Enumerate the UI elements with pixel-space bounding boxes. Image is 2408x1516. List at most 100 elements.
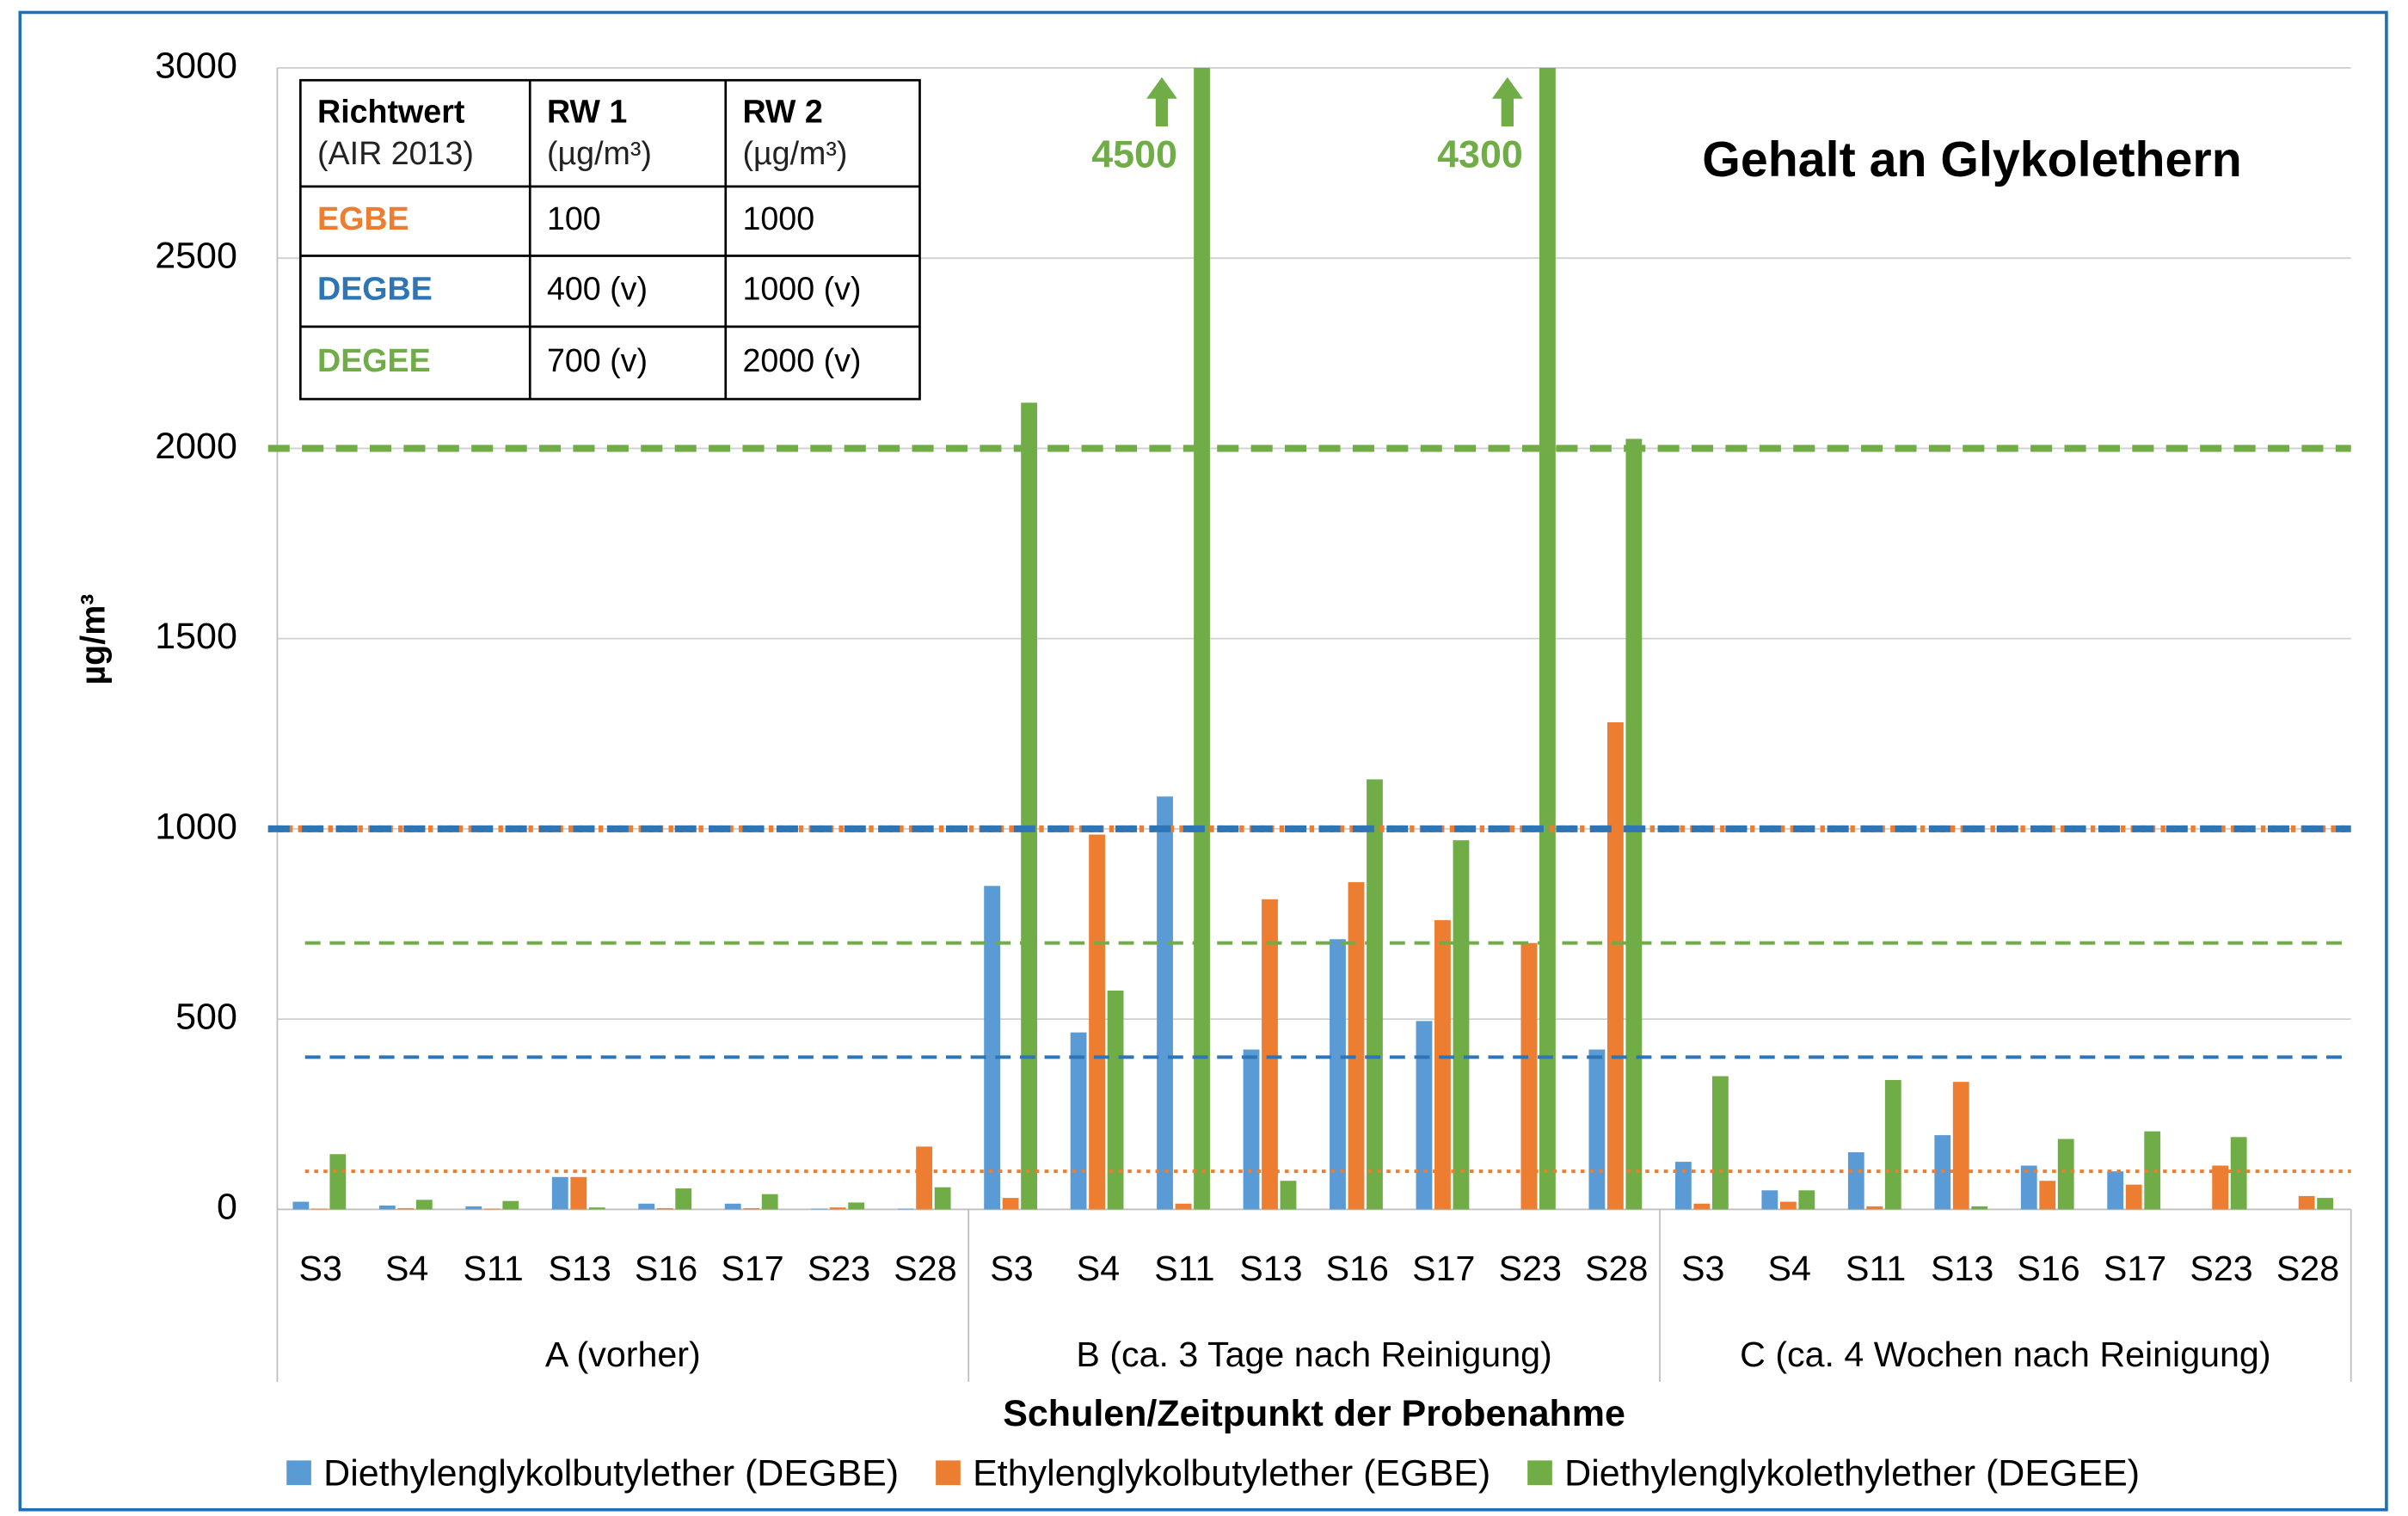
group-label: B (ca. 3 Tage nach Reinigung) bbox=[1076, 1335, 1551, 1374]
bar bbox=[811, 1208, 828, 1210]
bar bbox=[2230, 1137, 2247, 1210]
y-tick-label: 500 bbox=[175, 997, 237, 1038]
table-value: 2000 (v) bbox=[742, 342, 861, 378]
bar bbox=[2107, 1171, 2124, 1210]
bar bbox=[829, 1207, 846, 1210]
x-tick-label: S11 bbox=[1846, 1249, 1906, 1288]
bar bbox=[1330, 939, 1346, 1210]
bar bbox=[2020, 1165, 2037, 1210]
bar bbox=[1588, 1049, 1606, 1210]
bar bbox=[656, 1208, 673, 1210]
bar bbox=[2144, 1131, 2161, 1210]
bar bbox=[2298, 1195, 2315, 1210]
bar bbox=[415, 1200, 433, 1210]
legend-swatch bbox=[936, 1460, 961, 1486]
bar bbox=[2039, 1181, 2056, 1210]
bar bbox=[1625, 439, 1643, 1210]
bar bbox=[1971, 1206, 1988, 1210]
table-substance: DEGEE bbox=[317, 342, 431, 378]
x-tick-label: S13 bbox=[1931, 1249, 1993, 1288]
bar bbox=[743, 1208, 760, 1210]
overflow-arrow-stem bbox=[1501, 95, 1514, 127]
y-tick-label: 1500 bbox=[155, 616, 237, 657]
legend-label: Ethylenglykolbutylether (EGBE) bbox=[973, 1453, 1490, 1495]
bar bbox=[675, 1188, 692, 1210]
bar bbox=[1798, 1190, 1815, 1210]
bar bbox=[292, 1201, 310, 1210]
table-header: Richtwert bbox=[317, 94, 465, 130]
bar bbox=[1194, 67, 1210, 1210]
bar bbox=[1453, 840, 1470, 1210]
bar bbox=[502, 1200, 519, 1210]
x-tick-label: S11 bbox=[1154, 1249, 1214, 1288]
bar bbox=[848, 1202, 865, 1210]
bar bbox=[761, 1194, 778, 1210]
bar bbox=[397, 1208, 415, 1210]
bar bbox=[378, 1205, 396, 1210]
x-axis-title: Schulen/Zeitpunkt der Probenahme bbox=[1003, 1393, 1625, 1434]
group-label: C (ca. 4 Wochen nach Reinigung) bbox=[1740, 1335, 2270, 1374]
y-tick-label: 2500 bbox=[155, 236, 237, 277]
bar bbox=[1693, 1203, 1711, 1210]
bar bbox=[638, 1203, 655, 1210]
table-value: 1000 (v) bbox=[742, 271, 861, 307]
x-tick-label: S3 bbox=[990, 1249, 1033, 1288]
bar bbox=[465, 1206, 482, 1210]
x-tick-label: S28 bbox=[894, 1249, 956, 1288]
x-tick-label: S11 bbox=[464, 1249, 524, 1288]
bar bbox=[916, 1146, 933, 1210]
bar bbox=[897, 1208, 914, 1210]
y-axis-title: µg/m³ bbox=[74, 594, 112, 685]
overflow-arrow-stem bbox=[1155, 95, 1169, 127]
overflow-label: 4300 bbox=[1437, 133, 1523, 176]
bar bbox=[2212, 1165, 2229, 1210]
bar bbox=[1416, 1021, 1433, 1210]
bar bbox=[1434, 920, 1451, 1210]
x-tick-label: S16 bbox=[635, 1249, 697, 1288]
bar bbox=[310, 1208, 328, 1210]
bar bbox=[551, 1176, 568, 1210]
bar bbox=[1175, 1203, 1192, 1210]
bar bbox=[1606, 722, 1624, 1210]
overflow-label: 4500 bbox=[1091, 133, 1177, 176]
table-header: RW 1 bbox=[547, 94, 627, 130]
x-tick-label: S17 bbox=[721, 1249, 783, 1288]
bar bbox=[1779, 1201, 1797, 1210]
bar bbox=[934, 1187, 951, 1210]
bar bbox=[1884, 1079, 1901, 1210]
chart-title: Gehalt an Glykolethern bbox=[1702, 132, 2241, 187]
bar bbox=[1262, 899, 1278, 1210]
table-value: 1000 bbox=[742, 200, 814, 236]
bar bbox=[1070, 1032, 1087, 1210]
x-tick-label: S4 bbox=[385, 1249, 428, 1288]
x-tick-label: S17 bbox=[1412, 1249, 1475, 1288]
x-tick-label: S13 bbox=[1239, 1249, 1302, 1288]
bar bbox=[724, 1203, 741, 1210]
bar bbox=[1243, 1049, 1260, 1210]
x-tick-label: S23 bbox=[2190, 1249, 2252, 1288]
bar bbox=[1348, 881, 1365, 1210]
x-tick-label: S16 bbox=[2017, 1249, 2079, 1288]
x-tick-label: S17 bbox=[2104, 1249, 2166, 1288]
x-tick-label: S3 bbox=[298, 1249, 341, 1288]
legend-label: Diethylenglykolbutylether (DEGBE) bbox=[323, 1453, 899, 1495]
bar bbox=[2057, 1139, 2074, 1210]
bar bbox=[1002, 1198, 1019, 1210]
bar bbox=[1367, 779, 1383, 1210]
bar bbox=[570, 1176, 587, 1210]
table-bg bbox=[298, 78, 921, 401]
overflow-arrow-head bbox=[1146, 77, 1177, 99]
bar bbox=[1157, 796, 1173, 1210]
bar bbox=[329, 1154, 347, 1210]
x-tick-label: S23 bbox=[808, 1249, 870, 1288]
bar bbox=[1711, 1076, 1729, 1210]
bar bbox=[1674, 1162, 1692, 1210]
overflow-arrow-head bbox=[1491, 77, 1523, 99]
group-label: A (vorher) bbox=[545, 1335, 701, 1374]
bar bbox=[588, 1207, 605, 1210]
bar bbox=[1952, 1082, 1969, 1210]
table-header-unit: (µg/m³) bbox=[742, 135, 847, 171]
y-tick-label: 2000 bbox=[155, 426, 237, 467]
bar bbox=[2317, 1198, 2334, 1210]
